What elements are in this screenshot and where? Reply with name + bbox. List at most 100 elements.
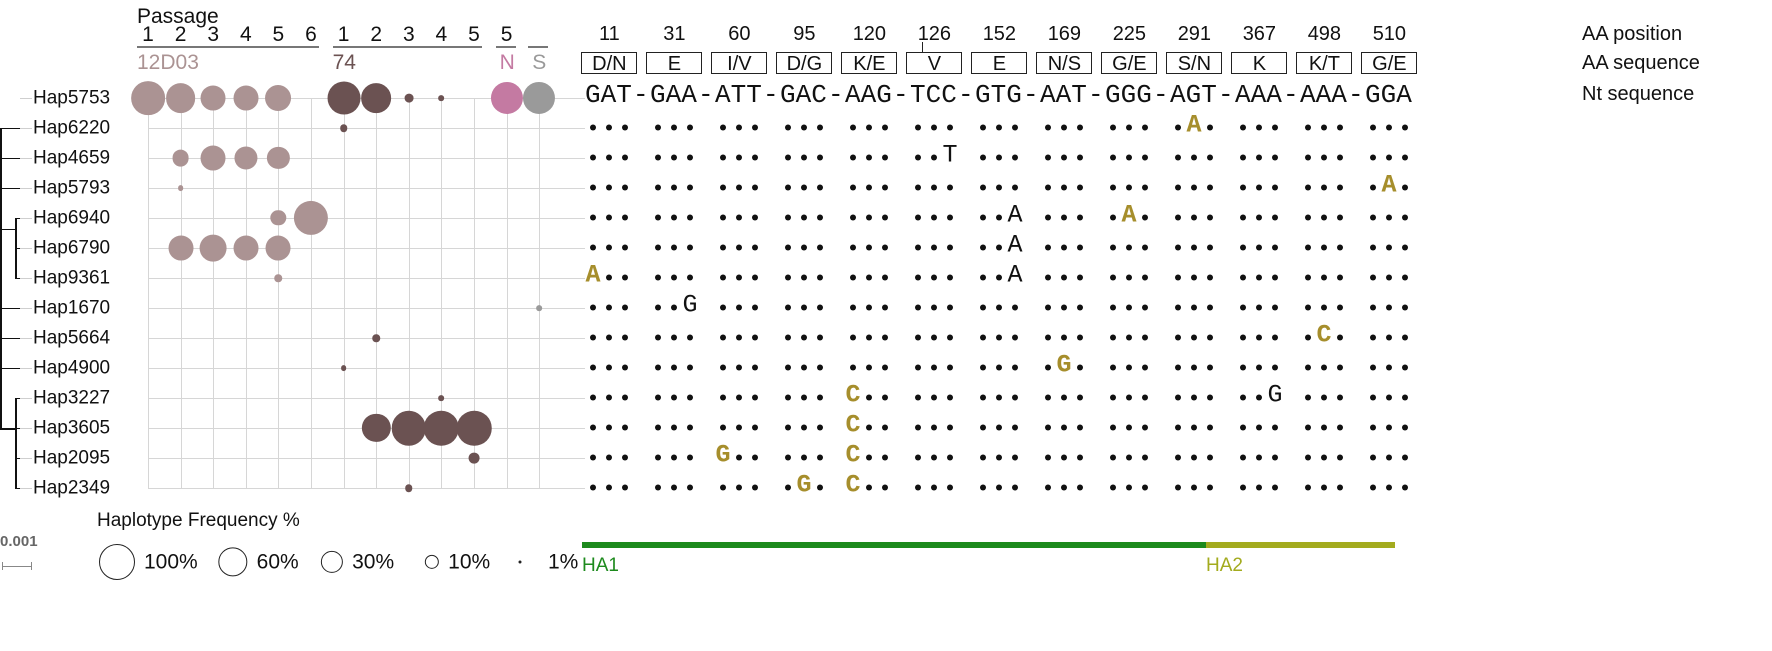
identity-dot: [1381, 296, 1397, 321]
identity-dot: [617, 326, 633, 351]
dot-icon: [1061, 184, 1067, 191]
identity-dot: [975, 446, 991, 471]
identity-dot: [1381, 386, 1397, 411]
identity-dot: [991, 386, 1007, 411]
grid-vline: [311, 98, 312, 488]
identity-dot: [942, 176, 958, 201]
identity-dot: [1267, 206, 1283, 231]
identity-dot: [861, 236, 877, 261]
identity-dot: [1040, 236, 1056, 261]
dot-icon: [671, 274, 677, 281]
dot-icon: [1272, 274, 1278, 281]
dot-icon: [1175, 334, 1181, 341]
tree-branch: [15, 398, 17, 488]
identity-dot: [666, 416, 682, 441]
dot-icon: [1207, 484, 1213, 491]
identity-dot: [1007, 356, 1023, 381]
dot-icon: [817, 244, 823, 251]
identity-dot: [910, 326, 926, 351]
dot-icon: [915, 424, 921, 431]
identity-dot: [910, 116, 926, 141]
dot-icon: [1305, 214, 1311, 221]
identity-dot: [1267, 146, 1283, 171]
identity-dot: [1105, 446, 1121, 471]
dot-icon: [671, 424, 677, 431]
dot-icon: [655, 184, 661, 191]
identity-dot: [796, 386, 812, 411]
identity-dot: [1332, 476, 1348, 501]
dot-icon: [1370, 214, 1376, 221]
identity-dot: [1170, 476, 1186, 501]
dot-icon: [785, 424, 791, 431]
identity-dot: [1056, 236, 1072, 261]
grid-vline: [539, 98, 541, 488]
leaf-stub: [20, 488, 32, 489]
dot-icon: [817, 394, 823, 401]
identity-dot: [1056, 386, 1072, 411]
dot-icon: [736, 424, 742, 431]
identity-dot: [1251, 266, 1267, 291]
dot-icon: [736, 184, 742, 191]
passage-number: 4: [435, 23, 448, 46]
nt-sequence-label: Nt sequence: [1582, 83, 1695, 105]
identity-dot: [1300, 476, 1316, 501]
dot-icon: [671, 124, 677, 131]
reference-codon: GTG: [975, 80, 1022, 110]
identity-dot: [1137, 236, 1153, 261]
dot-icon: [1402, 244, 1408, 251]
dot-icon: [752, 454, 758, 461]
dot-icon: [850, 274, 856, 281]
dot-icon: [720, 334, 726, 341]
reference-codon: TCC: [910, 80, 957, 110]
identity-dot: [1235, 476, 1251, 501]
frequency-bubble: [490, 81, 523, 115]
identity-dot: [812, 176, 828, 201]
codon-separator: -: [1348, 80, 1364, 110]
dot-icon: [1386, 214, 1392, 221]
dot-icon: [752, 484, 758, 491]
aa-residue-box: G/E: [1361, 52, 1418, 75]
identity-dot: [617, 446, 633, 471]
dot-icon: [1126, 484, 1132, 491]
identity-dot: [1381, 446, 1397, 471]
identity-dot: [1040, 386, 1056, 411]
dot-icon: [1061, 244, 1067, 251]
dot-icon: [1191, 454, 1197, 461]
identity-dot: [1365, 326, 1381, 351]
identity-dot: [991, 116, 1007, 141]
identity-dot: [910, 416, 926, 441]
dot-icon: [931, 484, 937, 491]
dot-icon: [1126, 124, 1132, 131]
dot-icon: [817, 484, 823, 491]
identity-dot: [780, 146, 796, 171]
identity-dot: [861, 176, 877, 201]
identity-dot: [1235, 266, 1251, 291]
identity-dot: [731, 296, 747, 321]
dot-icon: [720, 394, 726, 401]
aa-residue-box: I/V: [711, 52, 768, 75]
dot-icon: [801, 454, 807, 461]
identity-dot: [1381, 476, 1397, 501]
dot-icon: [1045, 484, 1051, 491]
dot-icon: [996, 454, 1002, 461]
dot-icon: [1142, 484, 1148, 491]
dot-icon: [720, 244, 726, 251]
mutation-nonsynonymous: G: [715, 440, 731, 470]
identity-dot: [1072, 176, 1088, 201]
identity-dot: [731, 446, 747, 471]
dot-icon: [1337, 304, 1343, 311]
dot-icon: [1321, 364, 1327, 371]
dot-icon: [785, 484, 791, 491]
dot-icon: [996, 484, 1002, 491]
dot-icon: [687, 184, 693, 191]
identity-dot: [1316, 176, 1332, 201]
dot-icon: [671, 364, 677, 371]
dot-icon: [996, 154, 1002, 161]
codon-separator: -: [828, 80, 844, 110]
dot-icon: [1207, 184, 1213, 191]
identity-dot: [585, 356, 601, 381]
identity-dot: [845, 326, 861, 351]
dot-icon: [1110, 454, 1116, 461]
identity-dot: [682, 116, 698, 141]
dot-icon: [1386, 274, 1392, 281]
